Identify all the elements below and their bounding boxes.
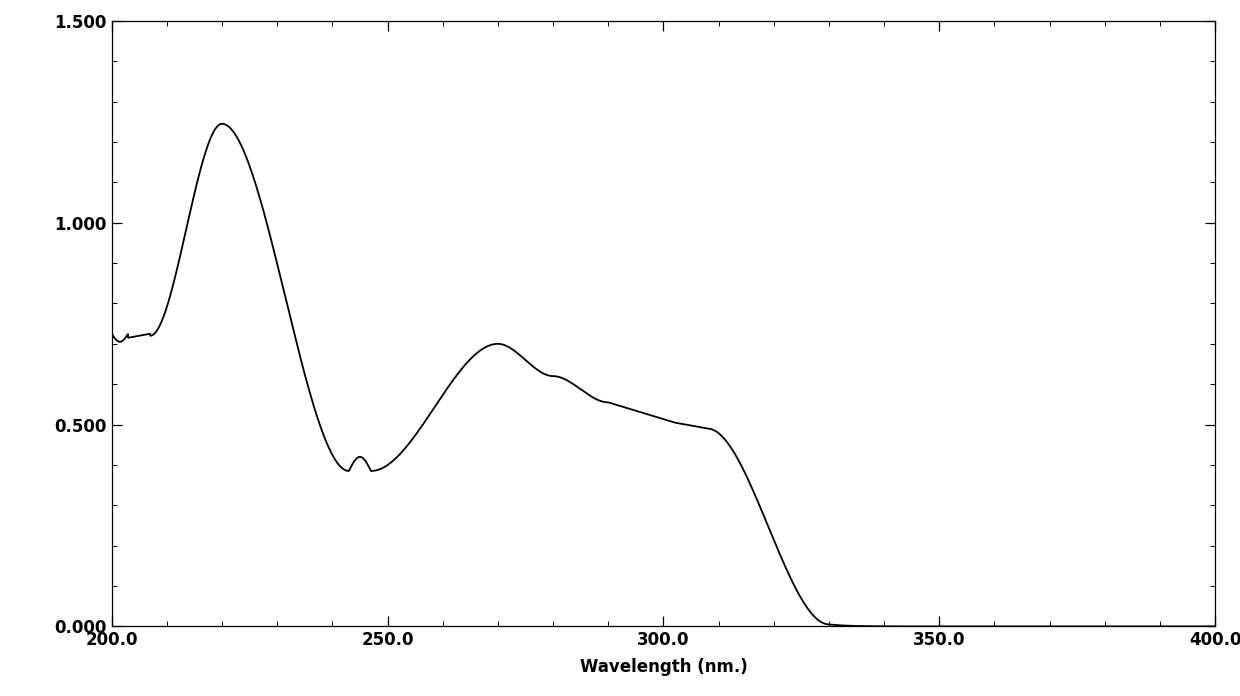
X-axis label: Wavelength (nm.): Wavelength (nm.) [579,658,748,676]
